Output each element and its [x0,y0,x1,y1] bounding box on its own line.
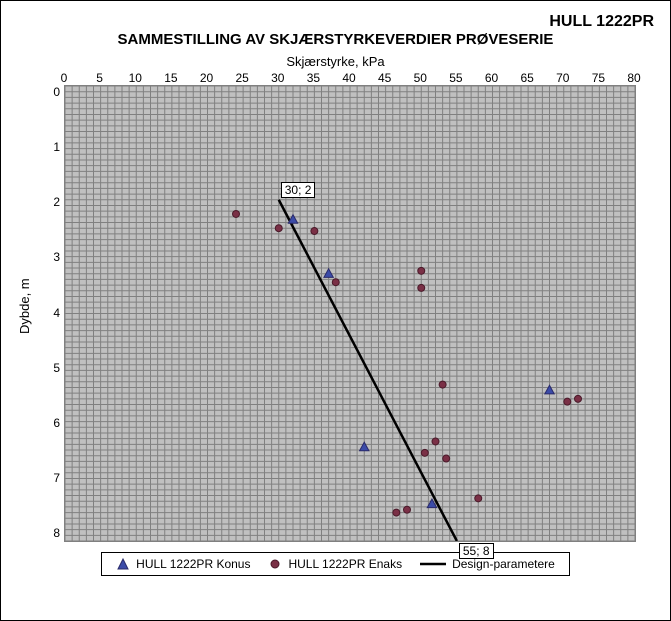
chart-area: Dybde, m 0510152025303540455055606570758… [17,71,654,542]
legend-item-design: Design-parametere [420,557,555,571]
legend-item-enaks: HULL 1222PR Enaks [268,557,402,571]
y-tick-labels: 012345678 [34,85,60,540]
x-axis-label: Skjærstyrke, kPa [17,54,654,69]
legend-label: HULL 1222PR Enaks [288,557,402,571]
design-callout: 55; 8 [459,543,494,559]
legend-label: HULL 1222PR Konus [136,557,250,571]
plot-svg [65,86,635,541]
legend-item-konus: HULL 1222PR Konus [116,557,250,571]
chart-frame: HULL 1222PR SAMMESTILLING AV SKJÆRSTYRKE… [0,0,671,621]
y-axis-label: Dybde, m [17,71,32,542]
legend: HULL 1222PR Konus HULL 1222PR Enaks Desi… [101,552,570,576]
legend-label: Design-parametere [452,557,555,571]
chart-title: SAMMESTILLING AV SKJÆRSTYRKEVERDIER PRØV… [17,31,654,48]
x-tick-labels: 05101520253035404550556065707580 [64,71,634,85]
header-right: HULL 1222PR [17,13,654,31]
design-callout: 30; 2 [281,182,316,198]
plot-area: 30; 255; 8 [64,85,636,542]
